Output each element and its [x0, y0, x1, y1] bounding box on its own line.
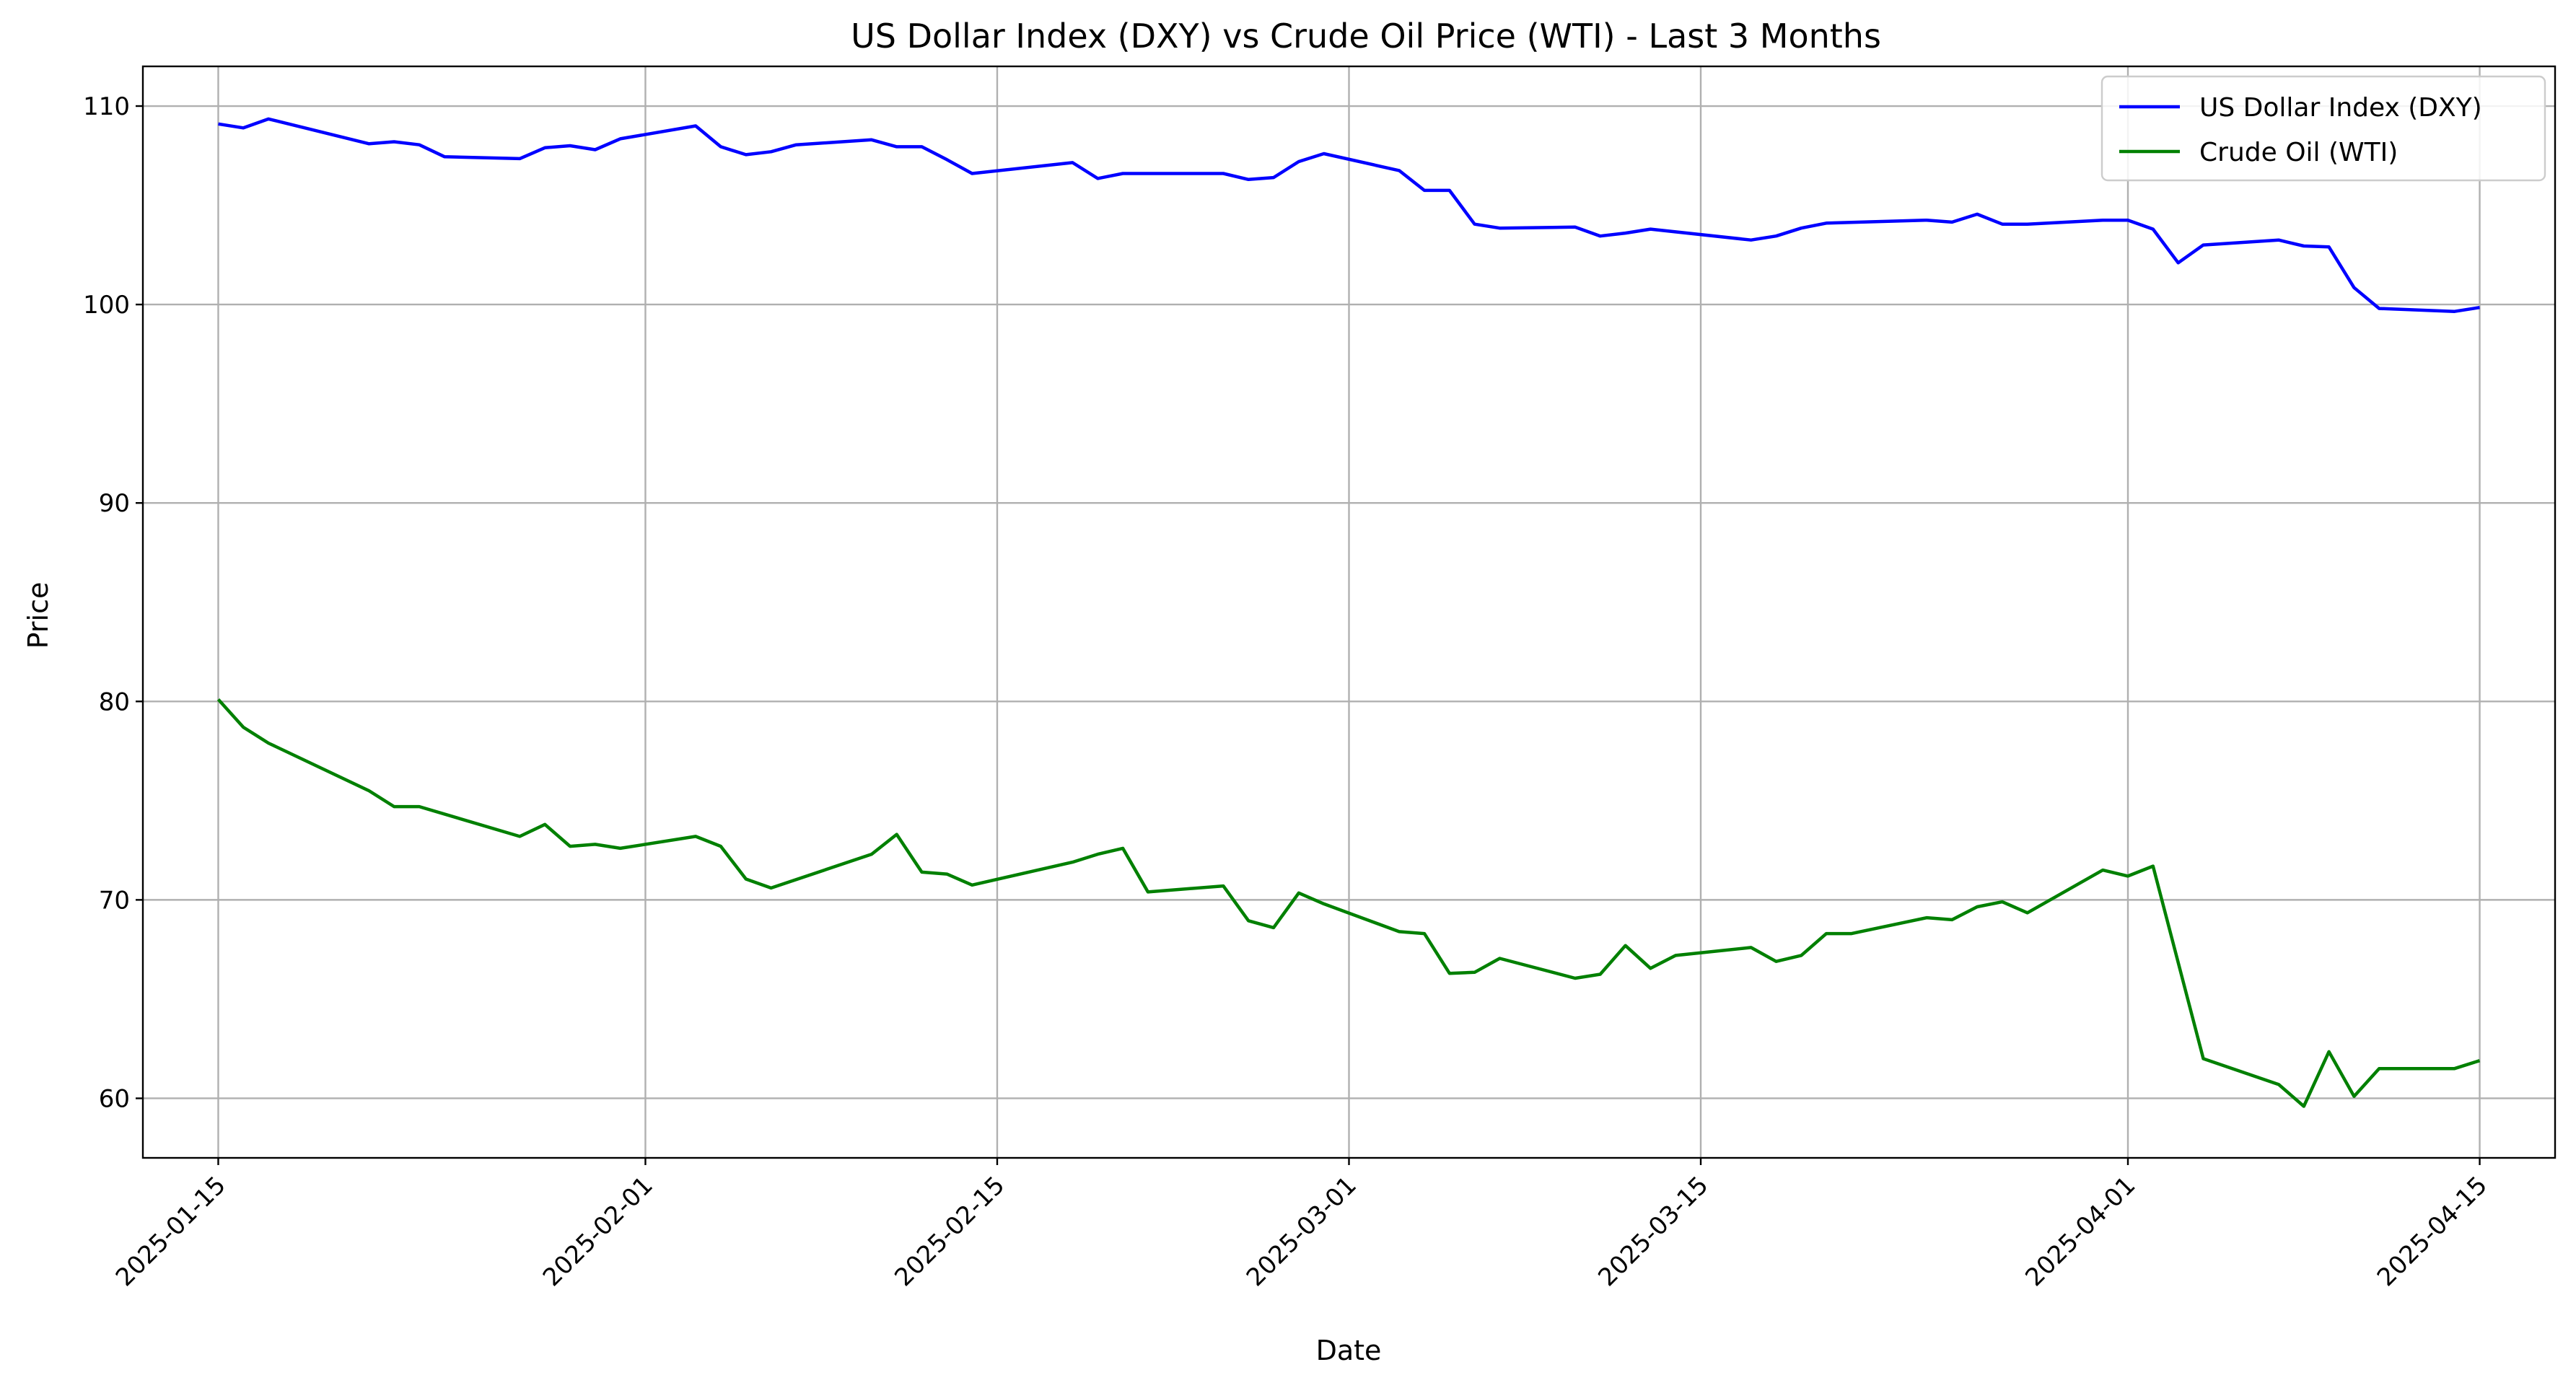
y-tick-label: 60: [99, 1084, 130, 1113]
y-axis-label: Price: [22, 582, 54, 649]
legend-label-dxy: US Dollar Index (DXY): [2199, 93, 2482, 123]
y-tick-label: 110: [83, 92, 130, 121]
legend-box: [2100, 75, 2546, 182]
x-tick-label: 2025-02-15: [889, 1171, 1010, 1292]
series-line-wti: [216, 698, 2481, 1108]
y-tick-label: 80: [99, 688, 130, 716]
y-tick-label: 90: [99, 489, 130, 518]
x-tick-label: 2025-04-15: [2372, 1171, 2493, 1292]
x-tick-label: 2025-04-01: [2020, 1171, 2141, 1292]
y-tick-label: 100: [83, 291, 130, 320]
y-tick-label: 70: [99, 886, 130, 915]
series-line-dxy: [218, 117, 2480, 313]
x-tick-label: 2025-03-15: [1593, 1171, 1714, 1292]
x-axis-label: Date: [1316, 1335, 1382, 1366]
x-tick-label: 2025-02-01: [538, 1171, 659, 1292]
x-tick-label: 2025-03-01: [1241, 1171, 1362, 1292]
legend-label-wti: Crude Oil (WTI): [2199, 138, 2398, 167]
grid: [143, 66, 2555, 1158]
series-lines: [216, 117, 2481, 1108]
axis-ticks: 60 70 80 90 100 110 2025-01-15 2025-02-01 2025-0…: [83, 92, 2493, 1292]
chart-title: US Dollar Index (DXY) vs Crude Oil Price…: [851, 17, 1881, 56]
x-tick-label: 2025-01-15: [110, 1171, 232, 1292]
legend: US Dollar Index (DXY) Crude Oil (WTI): [2100, 75, 2546, 182]
